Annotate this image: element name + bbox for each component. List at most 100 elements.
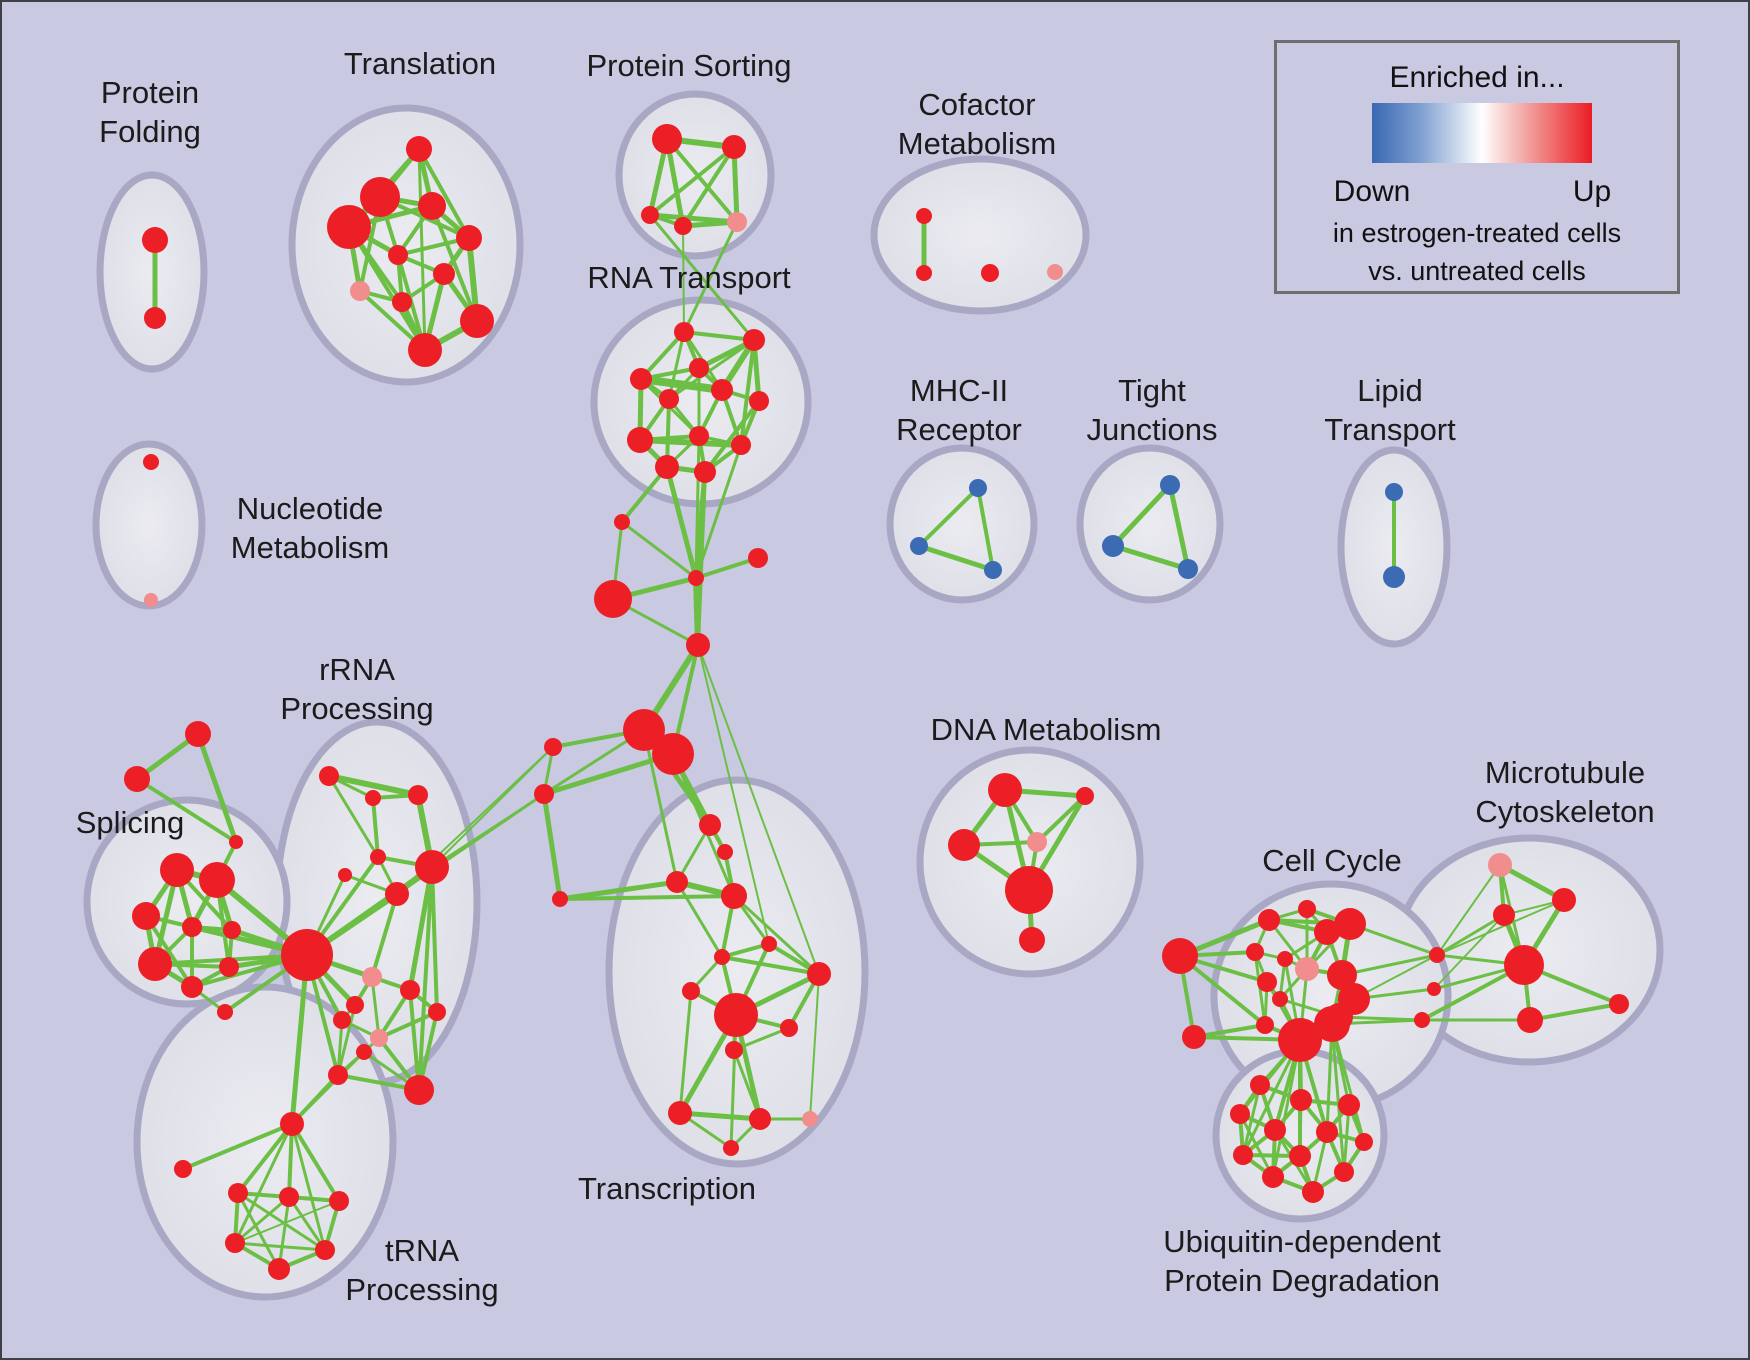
node-96[interactable] [328,1065,348,1085]
node-63[interactable] [780,1019,798,1037]
node-26[interactable] [984,561,1002,579]
node-33[interactable] [743,329,765,351]
node-58[interactable] [761,936,777,952]
node-108[interactable] [948,829,980,861]
node-75[interactable] [182,917,202,937]
node-130[interactable] [1427,982,1441,996]
node-112[interactable] [1162,938,1198,974]
node-14[interactable] [722,135,746,159]
node-74[interactable] [132,902,160,930]
node-116[interactable] [1314,919,1340,945]
node-143[interactable] [1316,1121,1338,1143]
node-55[interactable] [666,871,688,893]
node-117[interactable] [1334,908,1366,940]
node-56[interactable] [721,883,747,909]
node-138[interactable] [1250,1075,1270,1095]
node-79[interactable] [219,957,239,977]
node-25[interactable] [910,537,928,555]
node-66[interactable] [749,1108,771,1130]
node-4[interactable] [418,192,446,220]
node-88[interactable] [281,929,333,981]
node-107[interactable] [1076,787,1094,805]
node-50[interactable] [652,733,694,775]
node-90[interactable] [400,980,420,1000]
node-126[interactable] [1256,1016,1274,1034]
node-137[interactable] [1609,994,1629,1014]
node-144[interactable] [1355,1133,1373,1151]
node-101[interactable] [279,1187,299,1207]
node-8[interactable] [433,263,455,285]
node-139[interactable] [1290,1089,1312,1111]
node-89[interactable] [362,967,382,987]
node-140[interactable] [1338,1094,1360,1116]
node-9[interactable] [350,281,370,301]
node-52[interactable] [534,784,554,804]
node-84[interactable] [370,849,386,865]
node-40[interactable] [689,426,709,446]
node-94[interactable] [370,1029,388,1047]
node-87[interactable] [385,882,409,906]
node-61[interactable] [682,982,700,1000]
node-80[interactable] [217,1004,233,1020]
node-148[interactable] [1262,1166,1284,1188]
node-115[interactable] [1298,900,1316,918]
node-70[interactable] [124,766,150,792]
node-113[interactable] [1182,1025,1206,1049]
node-5[interactable] [327,205,371,249]
node-93[interactable] [333,1011,351,1029]
node-57[interactable] [552,891,568,907]
node-34[interactable] [689,358,709,378]
node-134[interactable] [1493,904,1515,926]
node-78[interactable] [181,976,203,998]
node-82[interactable] [365,790,381,806]
node-12[interactable] [408,333,442,367]
node-41[interactable] [731,435,751,455]
node-100[interactable] [228,1183,248,1203]
node-59[interactable] [714,949,730,965]
node-118[interactable] [1246,943,1264,961]
node-145[interactable] [1233,1145,1253,1165]
node-44[interactable] [614,514,630,530]
node-85[interactable] [338,868,352,882]
node-146[interactable] [1289,1145,1311,1167]
node-0[interactable] [142,227,168,253]
node-69[interactable] [185,721,211,747]
node-68[interactable] [723,1140,739,1156]
node-42[interactable] [655,455,679,479]
node-105[interactable] [268,1258,290,1280]
node-131[interactable] [1414,1012,1430,1028]
node-92[interactable] [346,996,364,1014]
node-45[interactable] [688,570,704,586]
node-119[interactable] [1277,951,1293,967]
node-64[interactable] [725,1041,743,1059]
node-15[interactable] [641,206,659,224]
node-77[interactable] [138,947,172,981]
node-76[interactable] [223,921,241,939]
node-36[interactable] [711,379,733,401]
node-17[interactable] [727,212,747,232]
node-32[interactable] [674,322,694,342]
node-22[interactable] [143,454,159,470]
node-35[interactable] [630,368,652,390]
node-111[interactable] [1019,927,1045,953]
node-72[interactable] [160,853,194,887]
node-29[interactable] [1178,559,1198,579]
node-133[interactable] [1552,888,1576,912]
node-39[interactable] [627,427,653,453]
node-27[interactable] [1160,475,1180,495]
node-81[interactable] [319,766,339,786]
node-21[interactable] [1047,264,1063,280]
node-46[interactable] [594,580,632,618]
node-135[interactable] [1504,945,1544,985]
node-106[interactable] [988,773,1022,807]
node-11[interactable] [460,304,494,338]
node-48[interactable] [686,633,710,657]
node-1[interactable] [144,307,166,329]
node-62[interactable] [714,993,758,1037]
node-53[interactable] [699,814,721,836]
node-47[interactable] [748,548,768,568]
node-23[interactable] [144,593,158,607]
node-142[interactable] [1264,1119,1286,1141]
node-16[interactable] [674,217,692,235]
node-38[interactable] [749,391,769,411]
